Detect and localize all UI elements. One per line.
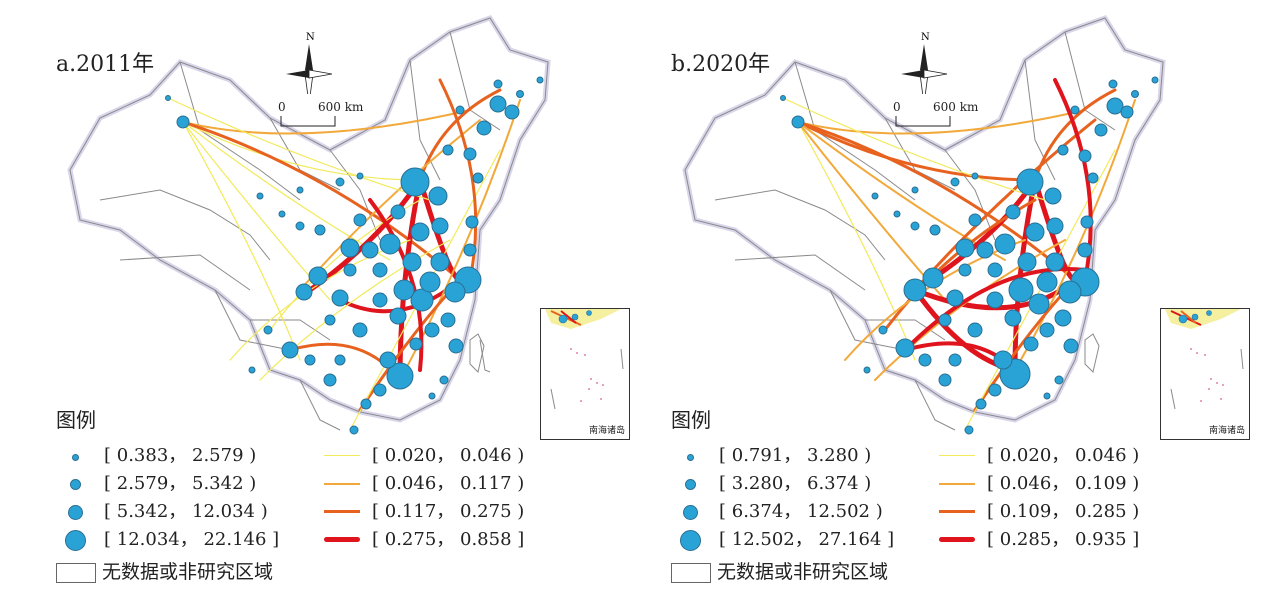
north-arrow-icon: N — [897, 30, 951, 105]
inset-label: 南海诸岛 — [588, 426, 625, 436]
flow-line-symbol — [939, 483, 975, 485]
flow-line-symbol — [939, 537, 975, 542]
panel-title: b.2020年 — [671, 52, 771, 77]
map-panel-2011: a.2011年 N 0 600 km — [0, 0, 630, 606]
south-china-sea-inset: 南海诸岛 — [540, 308, 630, 440]
node-symbol-icon — [65, 530, 86, 551]
legend-title: 图例 — [56, 408, 96, 432]
scale-zero-label: 0 — [278, 100, 286, 114]
node-symbol-icon — [680, 530, 701, 551]
node-symbol-icon — [685, 479, 696, 490]
country-boundary — [69, 17, 549, 431]
inset-label: 南海诸岛 — [1208, 426, 1245, 436]
legend-title: 图例 — [671, 408, 711, 432]
north-label: N — [306, 32, 315, 43]
map-canvas — [682, 14, 1166, 435]
legend: 图例 [ 0.383， 2.579 ) [ 2.579， 5.342 ) [ 5… — [56, 404, 616, 594]
flow-line-symbol — [324, 537, 360, 542]
city-nodes — [165, 76, 544, 435]
south-china-sea-inset: 南海诸岛 — [1160, 308, 1250, 440]
scale-zero-label: 0 — [893, 100, 901, 114]
taiwan-island — [469, 333, 485, 373]
scale-end-label: 600 km — [318, 100, 364, 114]
country-boundary — [684, 17, 1164, 431]
flow-line-symbol — [324, 483, 360, 485]
panel-title: a.2011年 — [56, 52, 155, 77]
map-canvas — [67, 14, 551, 435]
node-symbol-icon — [68, 505, 83, 520]
scale-bar: 0 600 km — [278, 100, 368, 130]
node-symbol-icon — [687, 454, 694, 461]
flow-line-symbol — [939, 455, 975, 456]
city-nodes — [780, 76, 1159, 435]
scale-bar: 0 600 km — [893, 100, 983, 130]
north-arrow-icon: N — [282, 30, 336, 105]
nodata-swatch — [671, 563, 711, 583]
scale-end-label: 600 km — [933, 100, 979, 114]
node-symbol-icon — [72, 454, 79, 461]
flow-line-symbol — [939, 510, 975, 513]
north-label: N — [921, 32, 930, 43]
map-panel-2020: b.2020年 N 0 600 km — [615, 0, 1250, 606]
node-symbol-icon — [683, 505, 698, 520]
legend: 图例 [ 0.791， 3.280 ) [ 3.280， 6.374 ) [ 6… — [671, 404, 1231, 594]
flow-line-symbol — [324, 510, 360, 513]
taiwan-island — [1084, 333, 1100, 373]
node-symbol-icon — [70, 479, 81, 490]
flow-line-symbol — [324, 455, 360, 456]
nodata-swatch — [56, 563, 96, 583]
